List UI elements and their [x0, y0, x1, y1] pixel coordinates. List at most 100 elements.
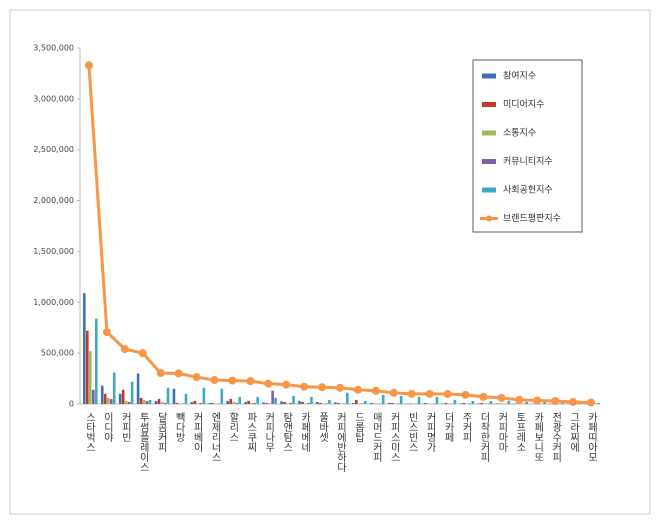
bar — [274, 398, 277, 404]
bar — [364, 401, 367, 404]
bar — [140, 398, 143, 404]
bar — [203, 388, 206, 404]
bar — [340, 403, 343, 404]
bar — [247, 401, 250, 404]
bar — [427, 403, 430, 404]
bar — [307, 403, 310, 404]
line-marker — [479, 393, 487, 401]
line-marker — [318, 383, 326, 391]
line-marker — [569, 398, 577, 406]
x-tick-label: 드롭탑 — [352, 412, 364, 442]
bar — [304, 403, 307, 404]
line-marker — [139, 349, 147, 357]
x-tick-label: 엔제리너스 — [209, 412, 221, 462]
legend-label: 사회공헌지수 — [503, 185, 553, 196]
bar — [194, 401, 197, 404]
y-tick-label: 500,000 — [41, 349, 74, 358]
x-tick-label: 커피스미스 — [388, 412, 400, 462]
y-tick-label: 1,000,000 — [33, 298, 74, 307]
x-tick-label: 이디야 — [101, 412, 113, 443]
bar — [507, 401, 510, 404]
y-tick-label: 3,500,000 — [33, 44, 74, 53]
bar — [391, 403, 394, 404]
bar — [337, 403, 340, 404]
line-marker — [336, 384, 344, 392]
bar — [424, 403, 427, 404]
x-tick-label: 투썸플레이스 — [137, 412, 149, 472]
bar — [113, 372, 116, 404]
x-tick-label: 스타벅스 — [83, 412, 95, 452]
y-tick-label: 2,000,000 — [33, 196, 74, 205]
bar — [95, 319, 98, 404]
bar — [319, 403, 322, 404]
bar — [480, 403, 483, 404]
bar — [244, 402, 247, 404]
bar — [561, 403, 564, 404]
bar — [209, 403, 212, 404]
bar — [238, 397, 241, 404]
bar — [355, 400, 358, 404]
bar — [394, 403, 397, 404]
bar — [128, 402, 131, 404]
x-tick-label: 커피나무 — [263, 412, 275, 453]
line-marker — [85, 61, 93, 69]
x-tick-label: 할리스 — [227, 412, 239, 442]
bar — [289, 403, 292, 404]
bar — [292, 396, 295, 404]
legend-swatch — [486, 216, 492, 222]
line-marker — [444, 390, 452, 398]
bar — [286, 403, 289, 404]
bar — [352, 403, 355, 404]
x-tick-label: 커피마마 — [496, 412, 508, 453]
x-tick-label: 커피베이 — [191, 412, 203, 453]
bar — [316, 402, 319, 404]
y-tick-label: 2,500,000 — [33, 145, 74, 154]
bar — [271, 391, 274, 404]
bar — [418, 397, 421, 404]
bar — [397, 403, 400, 404]
bar — [185, 394, 188, 404]
x-tick-label: 카페띠아모 — [586, 412, 598, 462]
line-marker — [210, 376, 218, 384]
bar — [200, 403, 203, 404]
line-marker — [121, 345, 129, 353]
bar — [232, 402, 235, 404]
x-tick-label: 커피에반하다 — [335, 412, 347, 473]
line-marker — [462, 391, 470, 399]
line-marker — [175, 369, 183, 377]
bar — [328, 400, 331, 404]
bar — [155, 401, 158, 404]
bar — [149, 400, 152, 404]
bar — [472, 401, 475, 404]
bar — [280, 401, 283, 404]
bar — [212, 403, 215, 404]
x-tick-label: 그라찌에 — [568, 412, 580, 453]
bar — [83, 293, 86, 404]
x-tick-label: 더카페 — [442, 412, 454, 443]
bar — [107, 398, 110, 404]
y-tick-label: 1,500,000 — [33, 247, 74, 256]
bar — [253, 403, 256, 404]
bar — [256, 397, 259, 404]
line-marker — [300, 383, 308, 391]
x-tick-label: 토프레소 — [514, 412, 526, 452]
y-tick-label: 0 — [69, 400, 74, 409]
bar — [176, 403, 179, 404]
bar — [221, 389, 224, 404]
legend-swatch — [482, 159, 496, 164]
line-marker — [497, 394, 505, 402]
bar — [89, 351, 92, 404]
bar — [119, 394, 122, 404]
line-marker — [282, 381, 290, 389]
line-marker — [551, 397, 559, 405]
bar — [442, 403, 445, 404]
line-marker — [103, 328, 111, 336]
bar — [182, 403, 185, 404]
y-tick-label: 3,000,000 — [33, 94, 74, 103]
bar — [382, 395, 385, 404]
bar — [161, 402, 164, 404]
bar — [301, 402, 304, 404]
bar — [218, 403, 221, 404]
bar — [197, 403, 200, 404]
bar — [226, 401, 229, 404]
